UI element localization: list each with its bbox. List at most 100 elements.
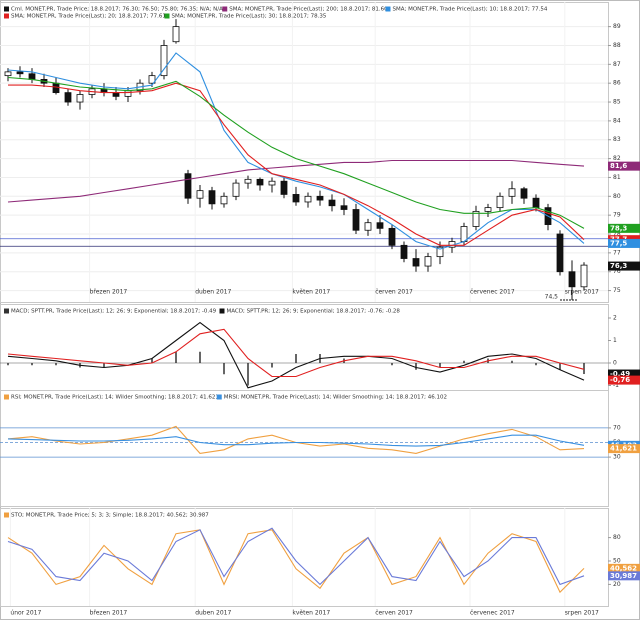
y-tick-label: 76 xyxy=(613,268,621,275)
candle-body xyxy=(52,82,60,94)
series-line xyxy=(7,434,585,447)
value-badge-label: 77,5 xyxy=(610,239,627,247)
x-tick-label: březen 2017 xyxy=(90,610,128,617)
y-tick-label: 75 xyxy=(613,287,621,294)
panel-frame xyxy=(0,508,609,607)
candle-body xyxy=(376,222,384,229)
candle-body xyxy=(568,271,576,288)
series-line xyxy=(8,82,585,246)
series-line xyxy=(7,52,585,250)
y-tick-label: 81 xyxy=(613,174,621,181)
candle-body xyxy=(556,233,564,273)
value-badge xyxy=(608,161,640,171)
candle-body xyxy=(124,90,132,97)
legend-swatch xyxy=(4,308,9,314)
x-tick-label: červen 2017 xyxy=(375,610,413,617)
panel-frame xyxy=(0,2,609,303)
candle-body xyxy=(304,195,312,203)
legend-label: MACD; SPTT.PR, Trade Price(Last); 12; 26… xyxy=(11,309,217,315)
legend-label: MRSI; MONET.PR, Trade Price(Last); 14; W… xyxy=(224,395,447,401)
x-tick-label: srpen 2017 xyxy=(565,610,599,617)
candle-body xyxy=(580,264,588,288)
legend-swatch xyxy=(222,6,228,12)
y-tick-label: 2 xyxy=(613,315,617,322)
series-line xyxy=(7,76,585,229)
value-badge-label: 41,621 xyxy=(610,445,637,453)
candle-body xyxy=(112,92,120,97)
value-badge xyxy=(608,563,640,573)
y-tick-label: 86 xyxy=(613,80,621,87)
legend-swatch xyxy=(219,308,225,314)
legend-label: SMA; MONET.PR, Trade Price(Last); 200; 1… xyxy=(229,7,388,13)
legend-swatch xyxy=(164,13,170,19)
value-badge xyxy=(608,375,640,385)
value-badge xyxy=(608,223,640,233)
legend-label: STO; MONET.PR, Trade Price; 5; 3; 3; Sim… xyxy=(11,513,209,519)
legend-swatch xyxy=(4,6,9,12)
legend-swatch xyxy=(4,394,9,400)
candle-body xyxy=(532,197,540,209)
y-tick-label: 80 xyxy=(613,534,621,541)
candle-body xyxy=(412,258,420,267)
annotation-label: 74,5 xyxy=(545,294,559,301)
candle-body xyxy=(424,256,432,267)
value-badge xyxy=(608,261,640,271)
candle-body xyxy=(328,199,336,207)
series-line xyxy=(7,529,585,594)
series-line xyxy=(7,328,585,378)
y-tick-label: 82 xyxy=(613,155,621,162)
candle-body xyxy=(232,182,240,197)
y-tick-label: 50 xyxy=(613,558,621,565)
candle-body xyxy=(340,205,348,210)
candle-body xyxy=(388,227,396,246)
x-tick-label: únor 2017 xyxy=(10,610,41,617)
value-badge-label: 76,3 xyxy=(610,262,627,270)
candle-body xyxy=(400,244,408,259)
candle-body xyxy=(484,207,492,212)
y-tick-label: 88 xyxy=(613,42,621,49)
y-tick-label: 89 xyxy=(613,23,621,30)
candle-body xyxy=(64,92,72,103)
x-tick-label: duben 2017 xyxy=(195,610,231,617)
candle-body xyxy=(352,209,360,231)
series-line xyxy=(7,159,585,203)
x-tick-label: červenec 2017 xyxy=(470,289,515,296)
y-tick-label: 87 xyxy=(613,61,621,68)
x-tick-label: duben 2017 xyxy=(195,289,231,296)
x-tick-label: červen 2017 xyxy=(375,289,413,296)
x-tick-label: květen 2017 xyxy=(292,610,330,617)
y-tick-label: -1 xyxy=(613,382,619,389)
value-badge-label: -0,76 xyxy=(610,376,630,384)
candle-body xyxy=(508,188,516,197)
candle-body xyxy=(520,188,528,199)
value-badge xyxy=(608,571,640,581)
y-tick-label: 30 xyxy=(613,454,621,461)
candle-body xyxy=(292,194,300,203)
legend-label: SMA; MONET.PR, Trade Price(Last); 20; 18… xyxy=(11,14,166,20)
candle-body xyxy=(256,178,264,186)
series-line xyxy=(7,527,585,586)
value-badge-label: 30,987 xyxy=(610,572,637,580)
candle-body xyxy=(28,73,36,80)
y-tick-label: 78 xyxy=(613,231,621,238)
y-tick-label: 79 xyxy=(613,212,621,219)
candle-body xyxy=(172,26,180,43)
legend-label: SMA; MONET.PR, Trade Price(Last); 30; 18… xyxy=(172,14,327,20)
value-badge-label: 40,562 xyxy=(610,564,637,572)
candle-body xyxy=(244,178,252,184)
y-tick-label: 85 xyxy=(613,99,621,106)
x-tick-label: březen 2017 xyxy=(90,289,128,296)
y-tick-label: 77 xyxy=(613,249,621,256)
candle-body xyxy=(496,195,504,209)
candle-body xyxy=(436,246,444,258)
y-tick-label: 70 xyxy=(613,424,621,431)
candle-body xyxy=(364,222,372,231)
legend-swatch xyxy=(4,13,9,19)
value-badge xyxy=(608,238,640,248)
candle-body xyxy=(76,94,84,103)
y-tick-label: 83 xyxy=(613,136,621,143)
candle-body xyxy=(316,195,324,201)
